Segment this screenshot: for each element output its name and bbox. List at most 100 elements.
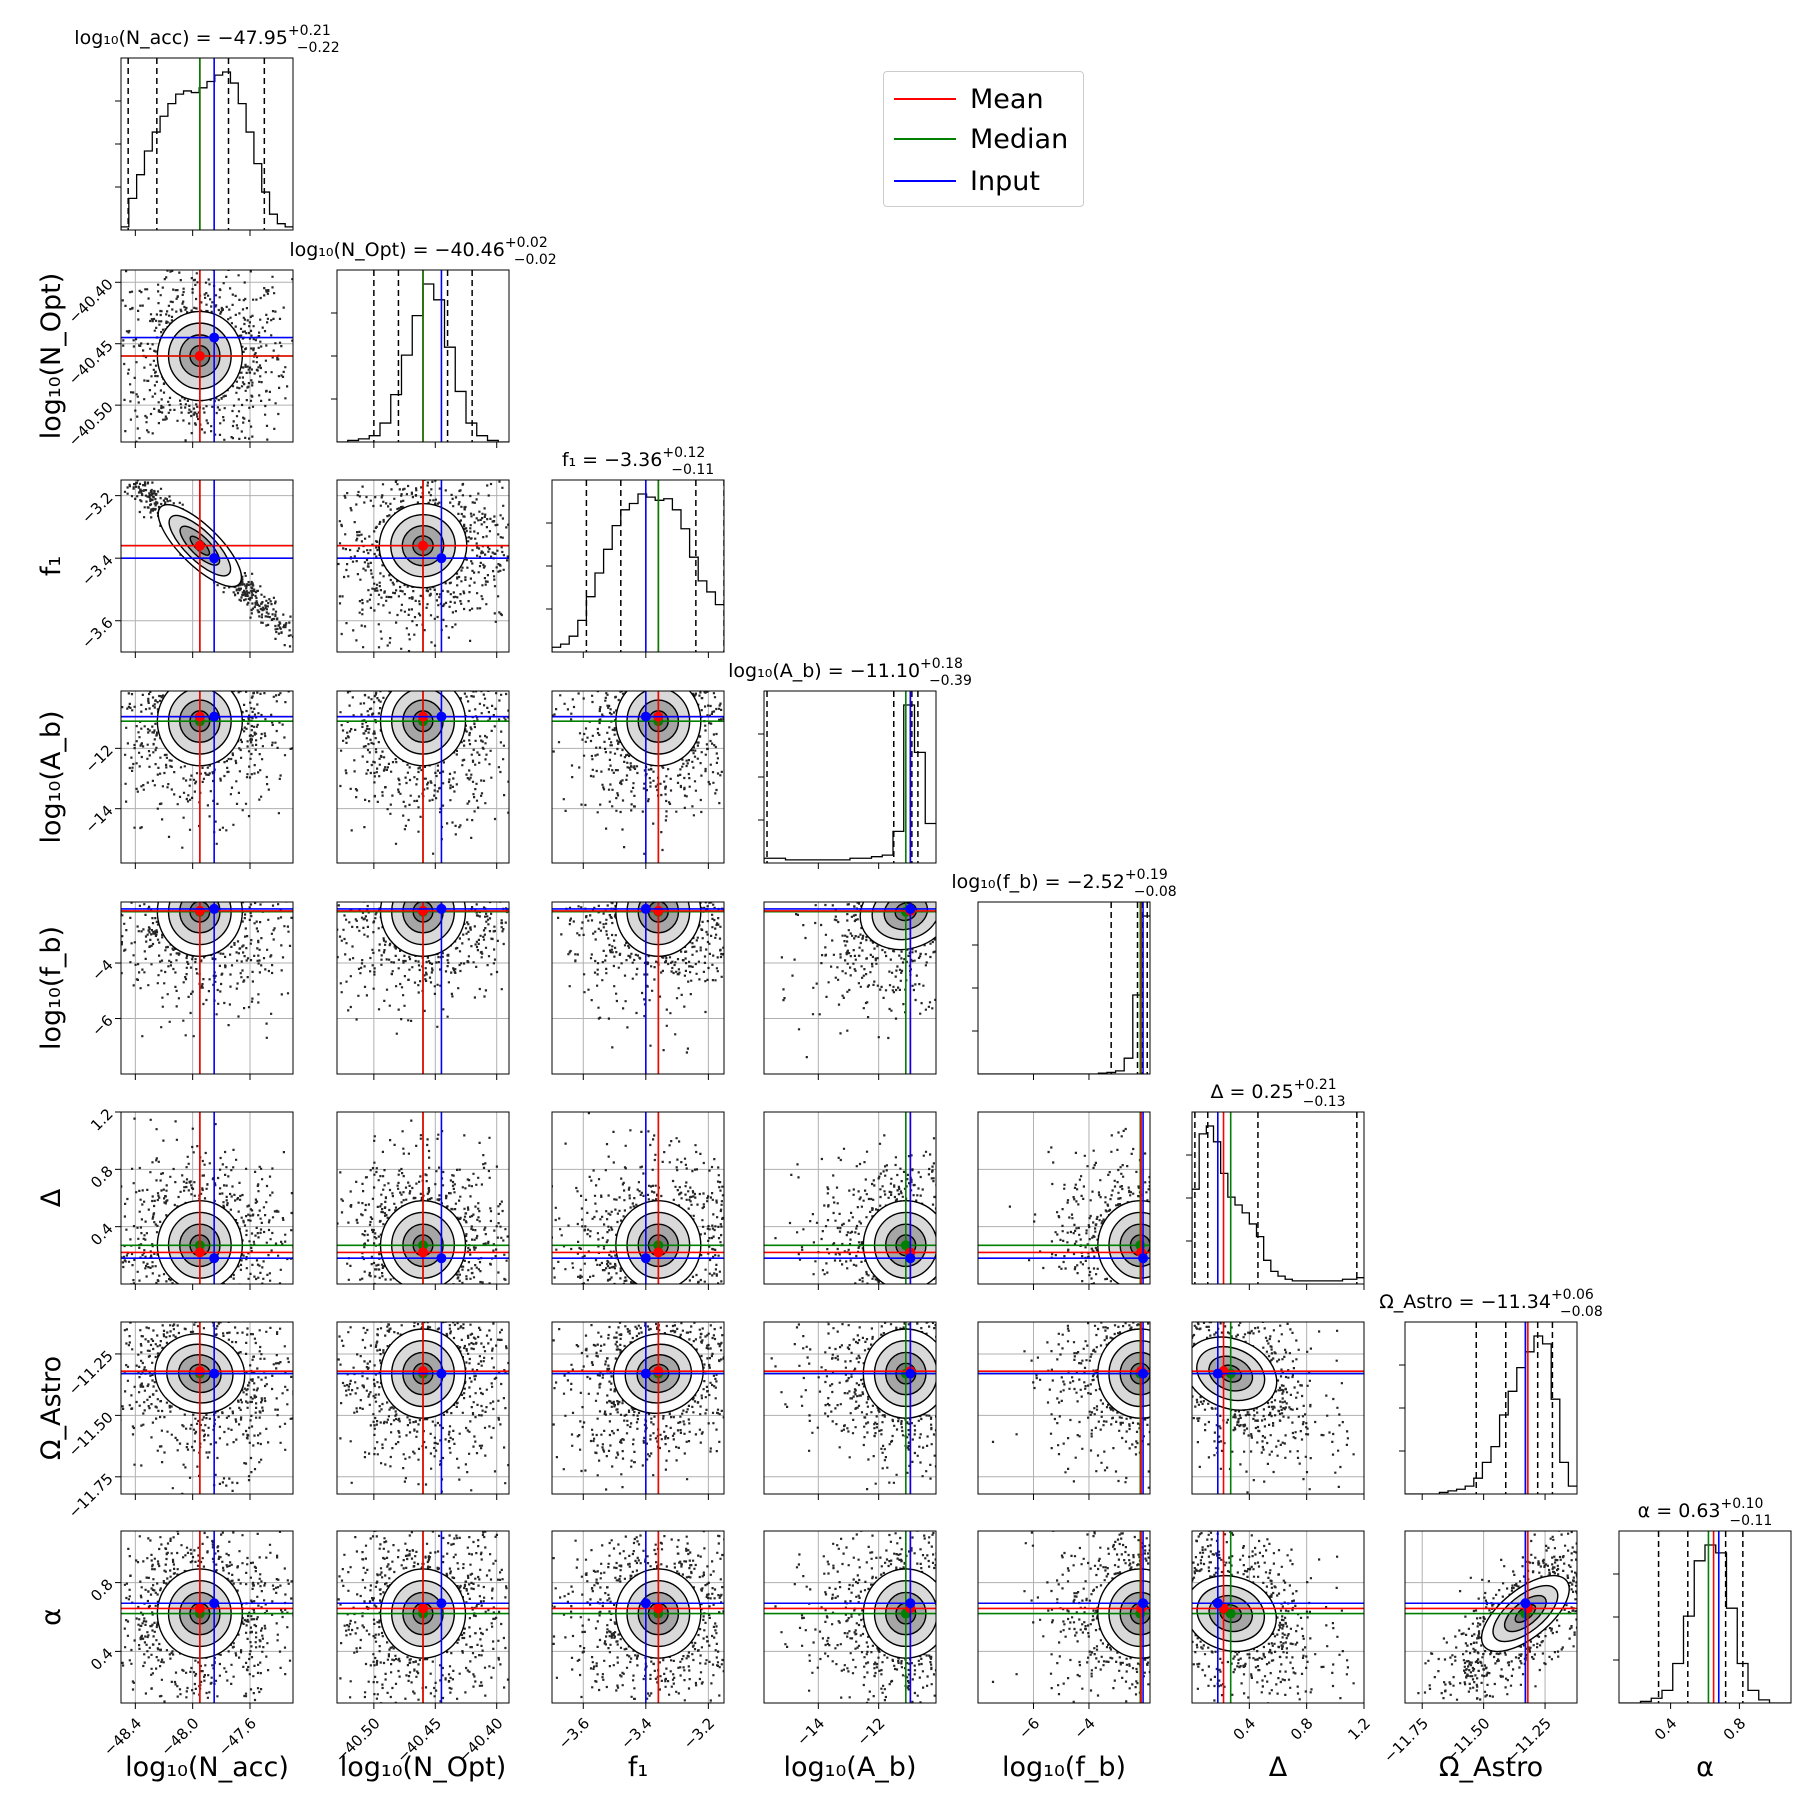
panel-frame-4-2 xyxy=(551,901,725,1075)
median-marker xyxy=(900,1240,911,1251)
panel-frame-7-6 xyxy=(1404,1530,1578,1704)
sample-points xyxy=(337,1531,509,1703)
y-axis-label-alpha: α xyxy=(36,1608,67,1626)
mean-marker xyxy=(418,1247,428,1258)
y-tick-label: −40.50 xyxy=(65,398,117,450)
panel-frame-6-3 xyxy=(763,1321,937,1495)
panel-content-7-7 xyxy=(1619,1531,1791,1703)
mean-marker xyxy=(653,905,664,916)
panel-frame-7-5 xyxy=(1191,1530,1365,1704)
input-marker xyxy=(640,1368,651,1379)
panel-frame-4-1 xyxy=(336,901,510,1075)
panel-frame-5-2 xyxy=(551,1111,725,1285)
panel-content-5-5 xyxy=(1192,1112,1364,1284)
panel-frame-7-1 xyxy=(336,1530,510,1704)
panel-frame-7-3 xyxy=(763,1530,937,1704)
y-tick-label: −11.75 xyxy=(65,1470,117,1522)
panel-frame-6-0 xyxy=(120,1321,294,1495)
panel-content-2-0 xyxy=(121,480,293,652)
panel-frame-4-3 xyxy=(763,901,937,1075)
panel-content-7-2 xyxy=(552,1531,724,1703)
input-marker xyxy=(436,903,447,914)
input-marker xyxy=(209,332,220,343)
x-tick-label: −4 xyxy=(1070,1714,1098,1742)
panel-frame-7-0 xyxy=(120,1530,294,1704)
y-tick-label: 0.4 xyxy=(87,1220,117,1250)
y-tick-label: 0.8 xyxy=(87,1576,117,1606)
sample-points xyxy=(1192,1531,1364,1703)
legend-entry-mean: Mean xyxy=(894,83,1044,115)
panel-frame-2-2 xyxy=(551,479,725,653)
input-marker xyxy=(1520,1598,1531,1609)
legend: Mean Median Input xyxy=(883,71,1084,207)
panel-content-7-0 xyxy=(121,1531,293,1703)
legend-swatch-median xyxy=(894,138,956,140)
x-tick-label: 1.2 xyxy=(1344,1714,1374,1744)
mean-marker xyxy=(194,1247,205,1258)
input-marker xyxy=(1138,1598,1149,1609)
input-marker xyxy=(209,1368,220,1379)
input-marker xyxy=(905,1368,916,1379)
input-marker xyxy=(640,1598,651,1609)
diag-title-log10_A_b: log₁₀(A_b) = −11.10+0.18 −0.39 xyxy=(728,656,972,689)
legend-label-mean: Mean xyxy=(970,83,1044,115)
legend-label-input: Input xyxy=(970,165,1040,197)
panel-frame-5-3 xyxy=(763,1111,937,1285)
mean-marker xyxy=(194,540,205,551)
panel-frame-6-1 xyxy=(336,1321,510,1495)
sample-points xyxy=(774,1531,936,1703)
panel-content-7-1 xyxy=(337,1531,509,1703)
panel-frame-1-1 xyxy=(336,269,510,443)
panel-content-3-2 xyxy=(552,691,724,863)
sample-points xyxy=(780,902,936,1059)
y-axis-label-log10_f_b: log₁₀(f_b) xyxy=(36,926,67,1050)
mean-marker xyxy=(194,905,205,916)
y-tick-label: −40.45 xyxy=(65,337,117,389)
mean-marker xyxy=(194,1603,205,1614)
panel-content-4-1 xyxy=(337,902,509,1074)
input-marker xyxy=(640,1253,651,1264)
x-axis-label-log10_N_Opt: log₁₀(N_Opt) xyxy=(340,1752,507,1783)
panel-content-6-2 xyxy=(552,1322,724,1494)
panel-frame-5-0 xyxy=(120,1111,294,1285)
sample-points xyxy=(552,691,724,855)
panel-frame-5-1 xyxy=(336,1111,510,1285)
panel-content-1-1 xyxy=(337,270,509,442)
x-tick-label: −12 xyxy=(853,1714,888,1749)
histogram-Delta xyxy=(1192,1125,1364,1284)
legend-swatch-input xyxy=(894,180,956,182)
input-marker xyxy=(209,711,220,722)
panel-content-7-6 xyxy=(1405,1531,1577,1703)
mean-marker xyxy=(418,540,428,551)
panel-frame-3-0 xyxy=(120,690,294,864)
histogram-Omega_Astro xyxy=(1405,1335,1577,1494)
panel-content-7-5 xyxy=(1192,1531,1364,1703)
input-marker xyxy=(436,1253,447,1264)
panel-frame-0-0 xyxy=(120,57,294,231)
panel-content-6-0 xyxy=(121,1322,293,1494)
y-tick-label: −3.2 xyxy=(78,489,116,527)
x-tick-label: 0.8 xyxy=(1720,1714,1750,1744)
input-marker xyxy=(1212,1598,1223,1609)
legend-label-median: Median xyxy=(970,123,1069,155)
panel-frame-3-3 xyxy=(763,690,937,864)
y-axis-label-Delta: Δ xyxy=(36,1188,67,1207)
input-marker xyxy=(209,553,220,564)
x-tick-label: −11.75 xyxy=(1380,1714,1432,1766)
y-axis-label-log10_N_Opt: log₁₀(N_Opt) xyxy=(36,273,67,440)
input-marker xyxy=(209,903,220,914)
panel-content-4-0 xyxy=(121,902,293,1074)
panel-content-5-2 xyxy=(552,1112,724,1284)
y-tick-label: −40.40 xyxy=(65,275,117,327)
input-marker xyxy=(640,903,651,914)
diag-title-log10_f_b: log₁₀(f_b) = −2.52+0.19 −0.08 xyxy=(951,867,1176,900)
histogram-log10_N_acc xyxy=(121,71,293,230)
panel-content-5-1 xyxy=(337,1112,509,1284)
y-tick-label: 0.8 xyxy=(87,1162,117,1192)
panel-content-0-0 xyxy=(121,58,293,230)
x-tick-label: 0.8 xyxy=(1287,1714,1317,1744)
y-tick-label: −3.4 xyxy=(78,551,116,589)
panel-content-6-6 xyxy=(1405,1322,1577,1494)
input-marker xyxy=(436,711,447,722)
